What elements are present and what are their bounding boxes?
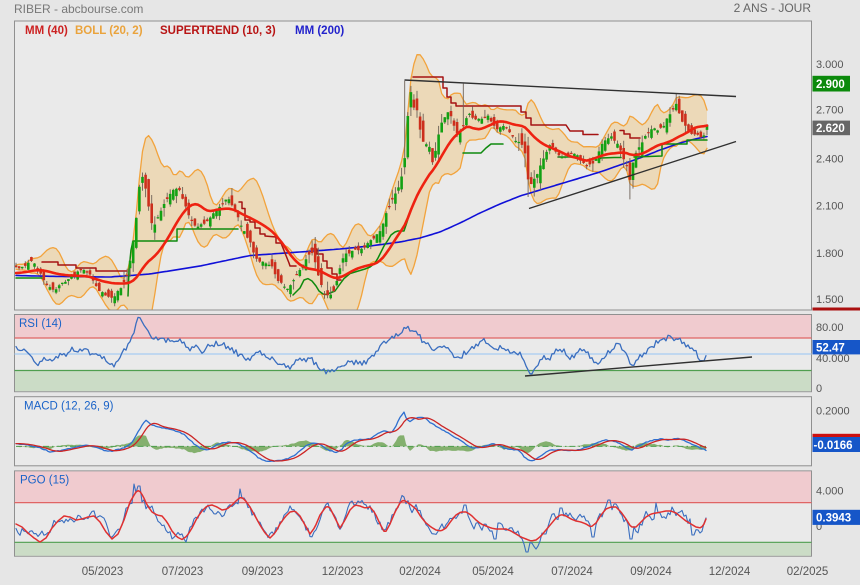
svg-text:2.700: 2.700 [816, 104, 844, 116]
svg-text:40.000: 40.000 [816, 353, 850, 365]
svg-text:4.000: 4.000 [816, 486, 844, 498]
svg-text:0.3943: 0.3943 [816, 513, 851, 525]
svg-text:2.400: 2.400 [816, 154, 844, 166]
svg-text:05/2024: 05/2024 [472, 566, 514, 578]
svg-text:MM (200): MM (200) [295, 25, 344, 37]
svg-text:09/2023: 09/2023 [242, 566, 284, 578]
svg-text:RIBER - abcbourse.com: RIBER - abcbourse.com [14, 2, 143, 16]
svg-text:SUPERTREND (10, 3): SUPERTREND (10, 3) [160, 25, 276, 37]
svg-text:2.620: 2.620 [816, 123, 845, 135]
svg-text:09/2024: 09/2024 [630, 566, 672, 578]
svg-text:2.900: 2.900 [816, 79, 845, 91]
svg-text:3.000: 3.000 [816, 59, 844, 71]
svg-text:PGO (15): PGO (15) [20, 474, 69, 486]
svg-text:MM (40): MM (40) [25, 25, 68, 37]
svg-text:MACD (12, 26, 9): MACD (12, 26, 9) [24, 400, 114, 412]
svg-text:80.00: 80.00 [816, 322, 844, 334]
svg-text:BOLL (20, 2): BOLL (20, 2) [75, 25, 143, 37]
svg-text:RSI (14): RSI (14) [19, 318, 62, 330]
svg-text:0.2000: 0.2000 [816, 405, 850, 417]
svg-text:02/2025: 02/2025 [787, 566, 829, 578]
svg-text:05/2023: 05/2023 [82, 566, 124, 578]
svg-text:12/2024: 12/2024 [709, 566, 751, 578]
svg-text:-0.0166: -0.0166 [814, 440, 853, 452]
svg-text:0: 0 [816, 383, 822, 395]
svg-text:07/2023: 07/2023 [162, 566, 204, 578]
svg-text:2.100: 2.100 [816, 200, 844, 212]
svg-text:2 ANS - JOUR: 2 ANS - JOUR [734, 1, 812, 15]
svg-text:02/2024: 02/2024 [399, 566, 441, 578]
svg-text:52.47: 52.47 [816, 343, 845, 355]
svg-text:1.500: 1.500 [816, 294, 844, 306]
svg-text:12/2023: 12/2023 [322, 566, 364, 578]
svg-text:07/2024: 07/2024 [551, 566, 593, 578]
svg-text:1.800: 1.800 [816, 248, 844, 260]
